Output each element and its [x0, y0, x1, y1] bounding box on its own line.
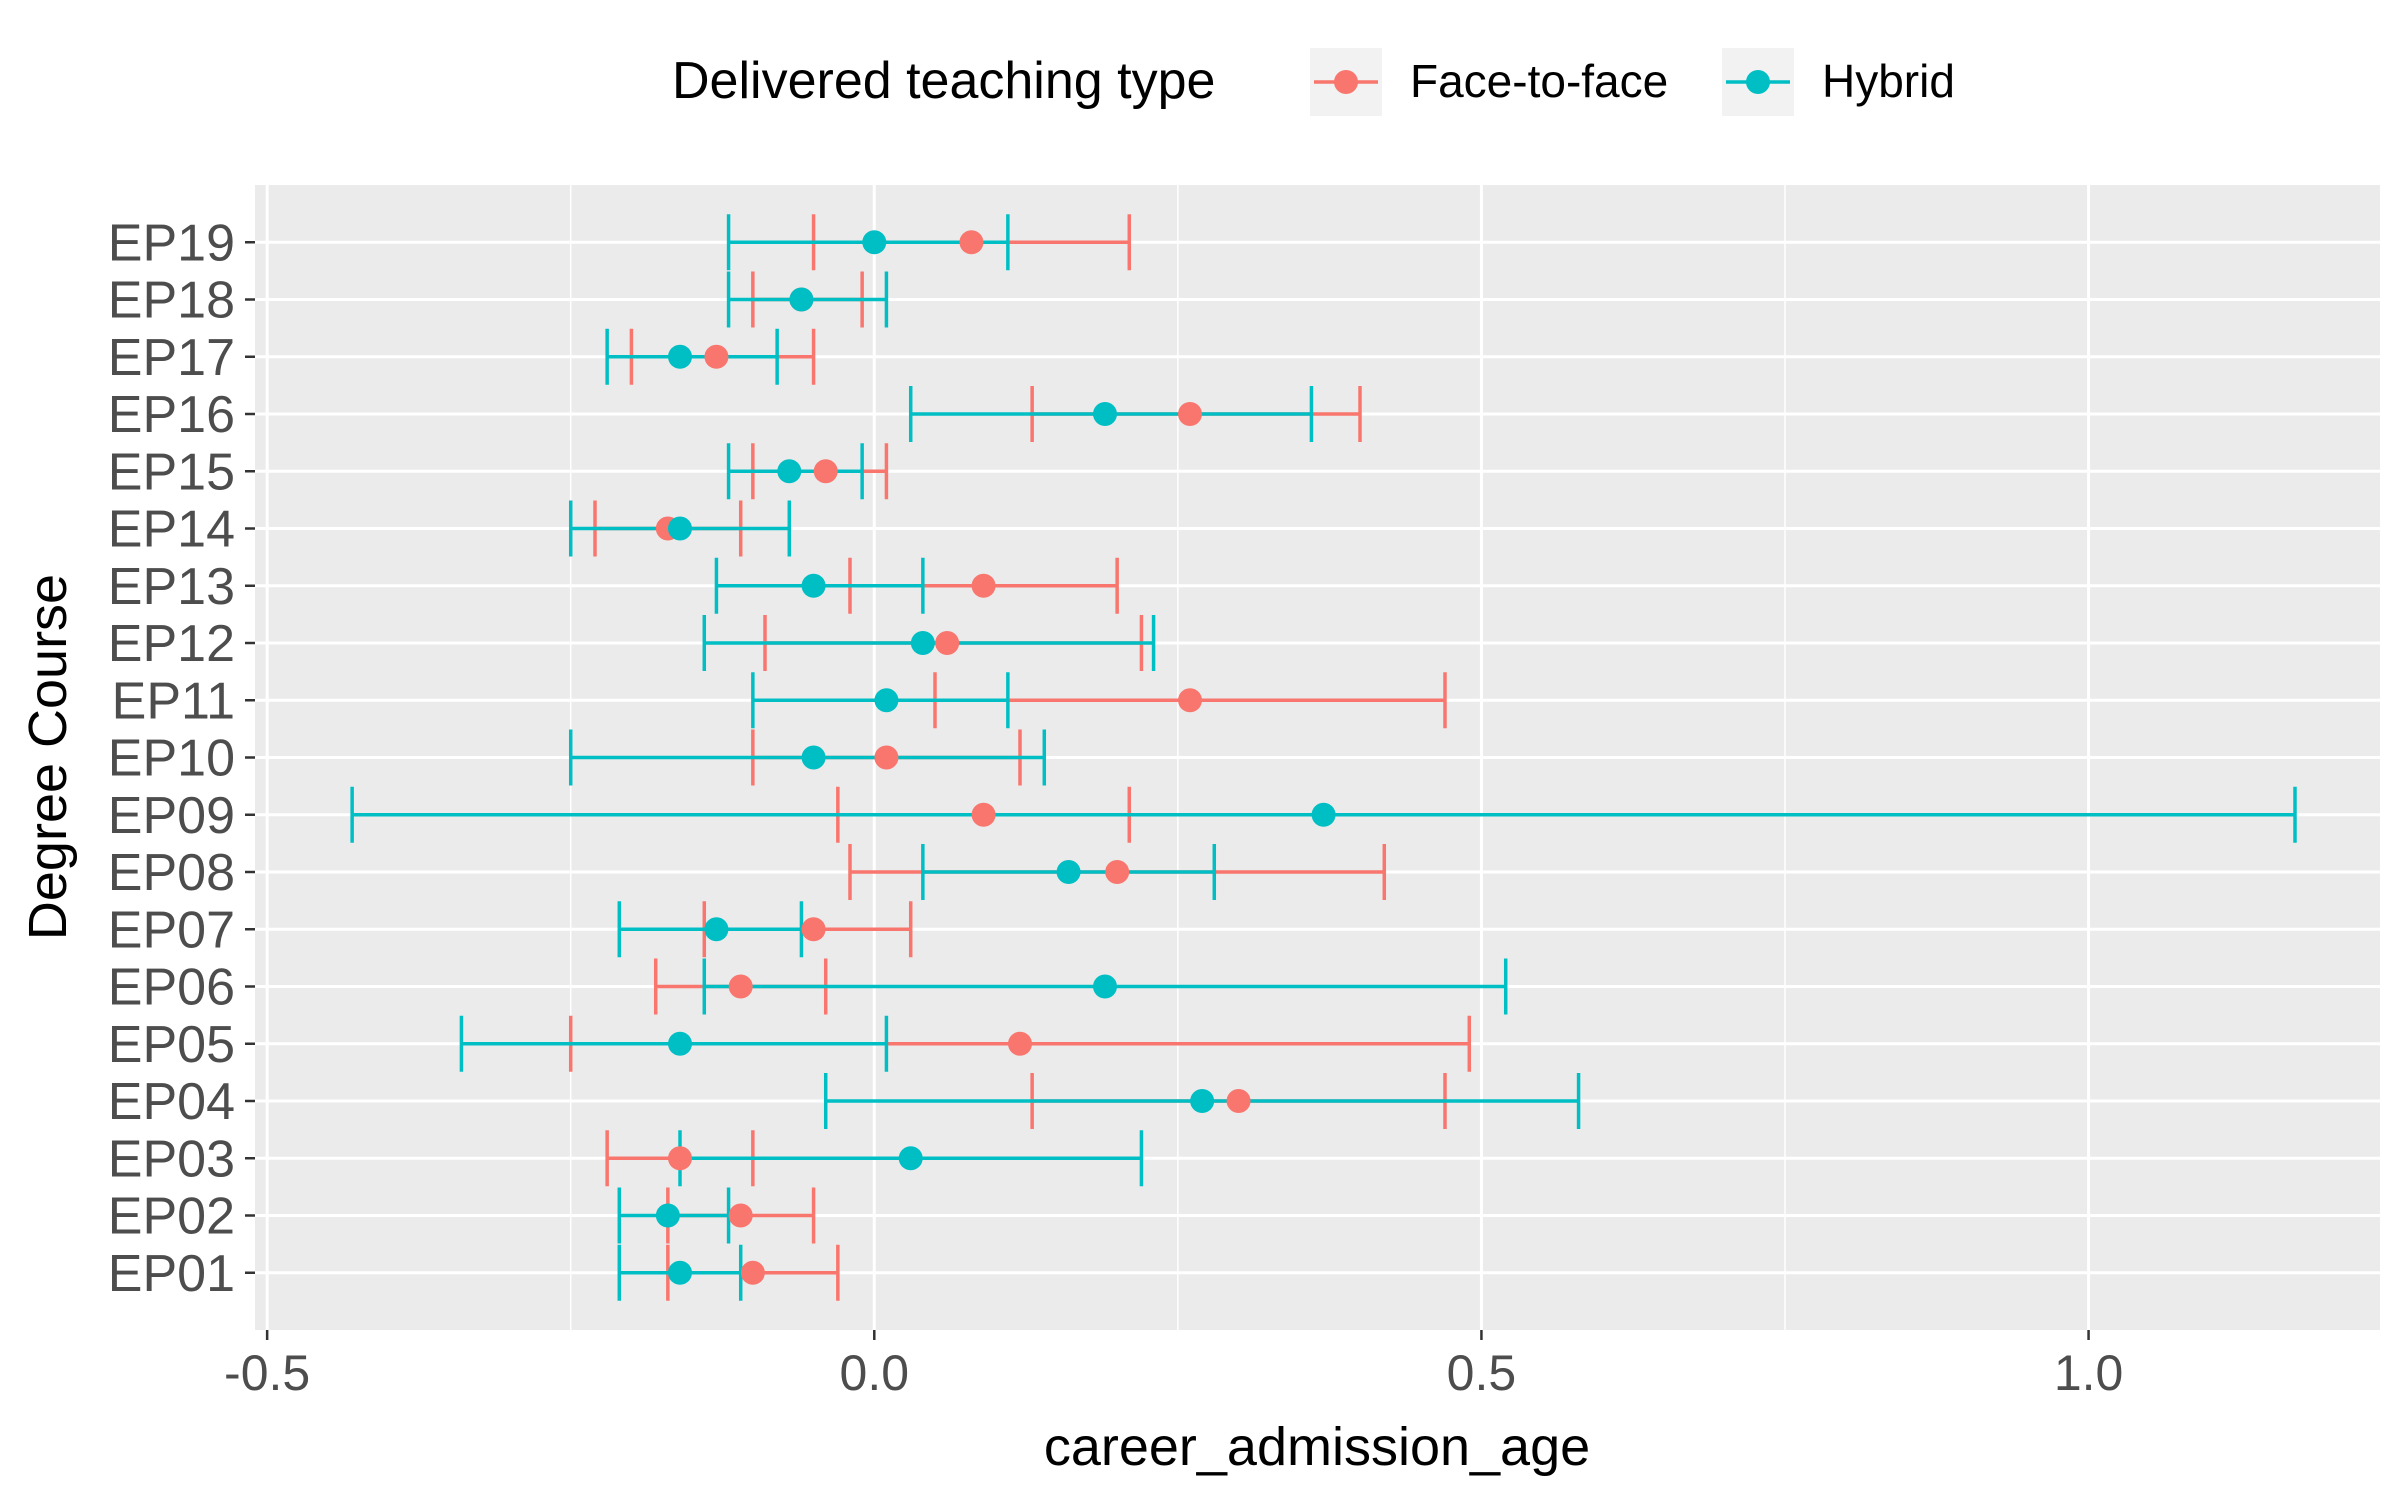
y-tick-label: EP04 — [108, 1073, 235, 1131]
y-tick-label: EP10 — [108, 730, 235, 788]
point-face-to-face-ep19 — [959, 230, 984, 255]
x-tick-label: -0.5 — [224, 1345, 310, 1401]
y-tick-label: EP17 — [108, 329, 235, 387]
y-tick-label: EP02 — [108, 1188, 235, 1246]
y-tick-label: EP05 — [108, 1016, 235, 1074]
y-axis: EP01EP02EP03EP04EP05EP06EP07EP08EP09EP10… — [108, 214, 255, 1303]
legend-label-face-to-face: Face-to-face — [1410, 55, 1668, 107]
point-hybrid-ep17 — [668, 344, 692, 369]
point-hybrid-ep07 — [704, 917, 729, 942]
y-tick-label: EP19 — [108, 214, 235, 272]
x-axis: -0.5 0.0 0.5 1.0 — [224, 1330, 2123, 1401]
point-hybrid-ep05 — [668, 1031, 692, 1056]
y-tick-label: EP07 — [108, 901, 235, 959]
point-hybrid-ep06 — [1093, 974, 1117, 999]
y-tick-label: EP18 — [108, 272, 235, 330]
point-face-to-face-ep03 — [668, 1146, 692, 1171]
legend-item-hybrid: Hybrid — [1722, 48, 1955, 116]
legend-title: Delivered teaching type — [672, 52, 1215, 110]
point-hybrid-ep03 — [898, 1146, 923, 1171]
point-hybrid-ep09 — [1311, 802, 1336, 827]
y-tick-label: EP14 — [108, 501, 235, 559]
point-face-to-face-ep15 — [813, 459, 838, 484]
point-face-to-face-ep12 — [935, 631, 960, 655]
point-hybrid-ep14 — [668, 516, 692, 541]
point-face-to-face-ep16 — [1178, 402, 1202, 426]
y-tick-label: EP11 — [112, 672, 235, 730]
point-hybrid-ep18 — [789, 287, 814, 312]
point-hybrid-ep15 — [777, 459, 802, 484]
point-hybrid-ep11 — [874, 688, 899, 713]
points — [655, 230, 1336, 1285]
point-face-to-face-ep09 — [971, 802, 996, 827]
y-tick-label: EP13 — [108, 558, 235, 616]
legend-label-hybrid: Hybrid — [1822, 55, 1955, 107]
point-face-to-face-ep13 — [971, 573, 996, 598]
point-hybrid-ep02 — [655, 1203, 680, 1228]
legend-key-point-hybrid — [1746, 70, 1770, 94]
point-face-to-face-ep01 — [740, 1260, 765, 1285]
point-face-to-face-ep17 — [704, 344, 729, 369]
point-face-to-face-ep07 — [801, 917, 826, 942]
legend: Delivered teaching type Face-to-face Hyb… — [672, 48, 1955, 116]
legend-key-point-face-to-face — [1334, 70, 1358, 94]
point-hybrid-ep10 — [801, 745, 826, 770]
point-face-to-face-ep11 — [1178, 688, 1202, 713]
point-face-to-face-ep02 — [728, 1203, 753, 1228]
errorbar-hybrid-ep17 — [605, 328, 779, 385]
y-tick-label: EP12 — [108, 615, 235, 673]
x-tick-label: 0.5 — [1447, 1345, 1517, 1401]
point-face-to-face-ep05 — [1008, 1031, 1032, 1056]
y-tick-label: EP09 — [108, 787, 235, 845]
y-tick-label: EP06 — [108, 959, 235, 1017]
point-face-to-face-ep10 — [874, 745, 899, 770]
point-hybrid-ep19 — [862, 230, 887, 255]
x-axis-title: career_admission_age — [1044, 1417, 1590, 1477]
point-hybrid-ep12 — [910, 631, 935, 655]
y-tick-label: EP15 — [108, 443, 235, 501]
legend-item-face-to-face: Face-to-face — [1310, 48, 1668, 116]
point-face-to-face-ep08 — [1105, 860, 1130, 884]
point-hybrid-ep16 — [1093, 402, 1117, 426]
point-face-to-face-ep04 — [1226, 1089, 1251, 1113]
y-tick-label: EP01 — [108, 1245, 235, 1303]
point-hybrid-ep13 — [801, 573, 826, 598]
point-face-to-face-ep06 — [728, 974, 753, 999]
x-tick-label: 1.0 — [2054, 1345, 2124, 1401]
point-hybrid-ep04 — [1190, 1089, 1215, 1113]
y-tick-label: EP03 — [108, 1130, 235, 1188]
x-tick-label: 0.0 — [840, 1345, 910, 1401]
point-hybrid-ep08 — [1056, 860, 1081, 884]
y-tick-label: EP16 — [108, 386, 235, 444]
y-tick-label: EP08 — [108, 844, 235, 902]
y-axis-title: Degree Course — [18, 574, 78, 940]
point-hybrid-ep01 — [668, 1260, 692, 1285]
